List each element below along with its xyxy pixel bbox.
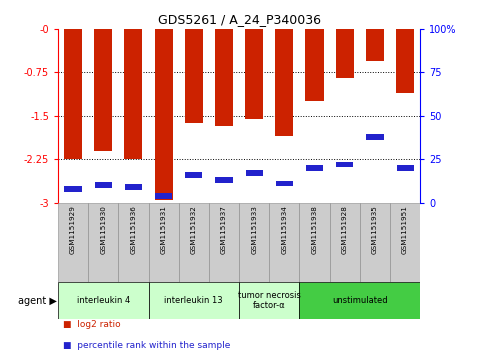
Bar [179,203,209,282]
Bar [306,29,324,101]
Bar [276,181,293,187]
Text: interleukin 4: interleukin 4 [77,296,130,305]
Bar [209,203,239,282]
Bar [239,203,270,282]
Bar [149,203,179,282]
Bar [245,170,263,176]
Bar [94,29,112,151]
Text: GSM1151951: GSM1151951 [402,205,408,254]
Bar [58,203,88,282]
Bar [125,29,142,159]
Bar [390,203,420,282]
Bar [155,29,173,200]
Text: interleukin 13: interleukin 13 [165,296,223,305]
Bar [185,29,203,123]
Bar [125,184,142,190]
Bar [185,172,202,178]
Bar [330,203,360,282]
Bar [299,282,420,319]
Text: GSM1151933: GSM1151933 [251,205,257,254]
Text: GSM1151932: GSM1151932 [191,205,197,254]
Bar [58,282,149,319]
Text: ■  percentile rank within the sample: ■ percentile rank within the sample [63,341,230,350]
Title: GDS5261 / A_24_P340036: GDS5261 / A_24_P340036 [157,13,321,26]
Bar [95,182,112,188]
Bar [64,29,82,159]
Bar [366,29,384,61]
Text: GSM1151937: GSM1151937 [221,205,227,254]
Text: GSM1151935: GSM1151935 [372,205,378,254]
Bar [215,177,233,183]
Bar [155,193,172,199]
Bar [360,203,390,282]
Text: GSM1151928: GSM1151928 [342,205,348,254]
Bar [336,162,354,167]
Bar [397,165,414,171]
Text: GSM1151936: GSM1151936 [130,205,136,254]
Bar [215,29,233,126]
Bar [239,282,299,319]
Text: ■  log2 ratio: ■ log2 ratio [63,319,120,329]
Bar [366,134,384,139]
Bar [275,29,294,136]
Bar [245,29,263,119]
Bar [396,29,414,93]
Text: GSM1151929: GSM1151929 [70,205,76,254]
Bar [64,186,82,192]
Bar [149,282,239,319]
Bar [299,203,330,282]
Bar [118,203,149,282]
Text: GSM1151934: GSM1151934 [282,205,287,254]
Bar [306,165,323,171]
Bar [336,29,354,78]
Text: GSM1151938: GSM1151938 [312,205,317,254]
Text: GSM1151931: GSM1151931 [161,205,167,254]
Text: unstimulated: unstimulated [332,296,388,305]
Bar [270,203,299,282]
Text: GSM1151930: GSM1151930 [100,205,106,254]
Text: tumor necrosis
factor-α: tumor necrosis factor-α [238,291,301,310]
Bar [88,203,118,282]
Text: agent ▶: agent ▶ [17,295,57,306]
